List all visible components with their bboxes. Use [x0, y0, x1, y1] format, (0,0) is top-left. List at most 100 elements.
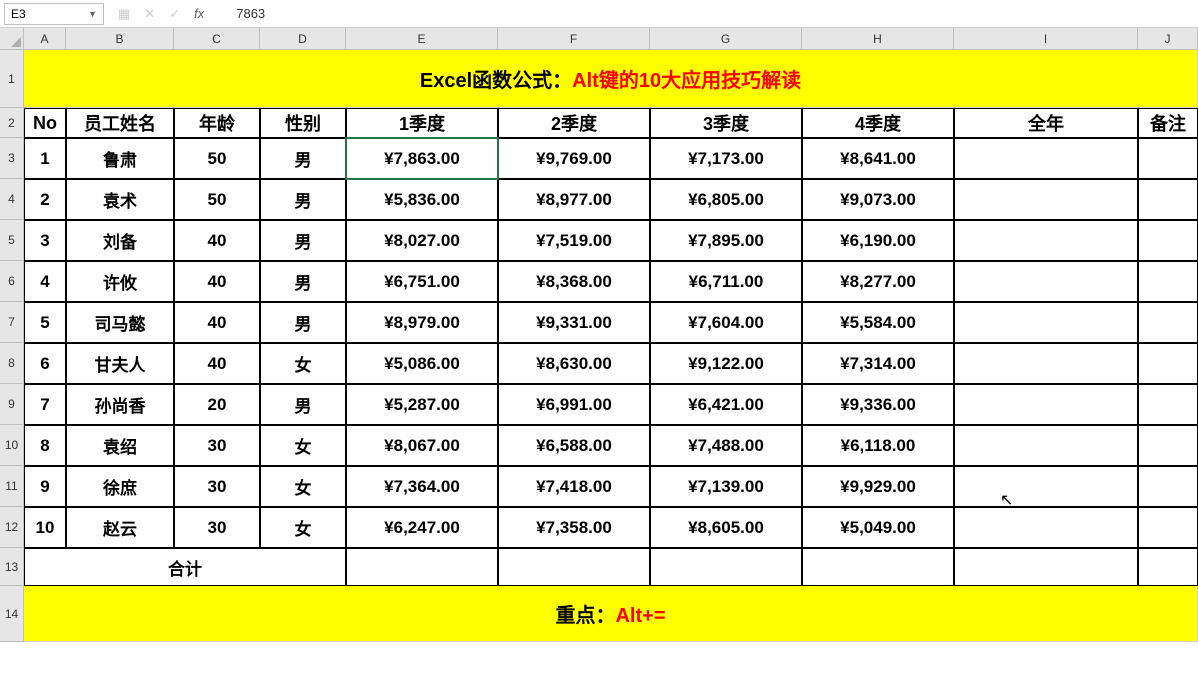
row-header[interactable]: 6	[0, 261, 24, 302]
table-cell[interactable]: 9	[24, 466, 66, 507]
table-header-cell[interactable]: 全年	[954, 108, 1138, 138]
table-cell[interactable]: 10	[24, 507, 66, 548]
table-cell[interactable]: 40	[174, 220, 260, 261]
table-cell[interactable]: ¥6,421.00	[650, 384, 802, 425]
table-cell[interactable]: ¥7,488.00	[650, 425, 802, 466]
table-cell[interactable]: 刘备	[66, 220, 174, 261]
row-header[interactable]: 13	[0, 548, 24, 586]
table-cell[interactable]: ¥6,805.00	[650, 179, 802, 220]
title-banner[interactable]: Excel函数公式：Alt键的10大应用技巧解读	[24, 50, 1198, 108]
table-cell[interactable]	[346, 548, 498, 586]
table-cell[interactable]: ¥7,863.00	[346, 138, 498, 179]
row-header[interactable]: 5	[0, 220, 24, 261]
table-cell[interactable]: 8	[24, 425, 66, 466]
table-cell[interactable]: ¥9,336.00	[802, 384, 954, 425]
column-header[interactable]: I	[954, 28, 1138, 50]
row-header[interactable]: 11	[0, 466, 24, 507]
table-cell[interactable]: 2	[24, 179, 66, 220]
row-header[interactable]: 3	[0, 138, 24, 179]
table-cell[interactable]	[498, 548, 650, 586]
table-cell[interactable]: 40	[174, 343, 260, 384]
column-header[interactable]: H	[802, 28, 954, 50]
table-cell[interactable]: ¥5,836.00	[346, 179, 498, 220]
table-cell[interactable]: ¥5,086.00	[346, 343, 498, 384]
table-cell[interactable]: 1	[24, 138, 66, 179]
table-cell[interactable]: 女	[260, 507, 346, 548]
table-cell[interactable]	[954, 466, 1138, 507]
table-cell[interactable]: 赵云	[66, 507, 174, 548]
row-header[interactable]: 12	[0, 507, 24, 548]
table-cell[interactable]: ¥8,277.00	[802, 261, 954, 302]
table-cell[interactable]: ¥6,751.00	[346, 261, 498, 302]
table-cell[interactable]	[954, 384, 1138, 425]
table-cell[interactable]: ¥5,287.00	[346, 384, 498, 425]
table-cell[interactable]	[954, 425, 1138, 466]
total-label-cell[interactable]: 合计	[24, 548, 346, 586]
table-cell[interactable]: 甘夫人	[66, 343, 174, 384]
column-header[interactable]: B	[66, 28, 174, 50]
table-cell[interactable]	[1138, 343, 1198, 384]
table-cell[interactable]: ¥6,711.00	[650, 261, 802, 302]
table-cell[interactable]: 男	[260, 179, 346, 220]
table-cell[interactable]: 鲁肃	[66, 138, 174, 179]
table-cell[interactable]	[650, 548, 802, 586]
column-header[interactable]: D	[260, 28, 346, 50]
column-header[interactable]: A	[24, 28, 66, 50]
table-header-cell[interactable]: 1季度	[346, 108, 498, 138]
table-cell[interactable]: 许攸	[66, 261, 174, 302]
row-header[interactable]: 9	[0, 384, 24, 425]
table-header-cell[interactable]: 2季度	[498, 108, 650, 138]
dropdown-icon[interactable]: ▦	[118, 6, 130, 22]
table-cell[interactable]	[954, 343, 1138, 384]
table-cell[interactable]: 男	[260, 384, 346, 425]
table-cell[interactable]: 40	[174, 261, 260, 302]
table-cell[interactable]: 3	[24, 220, 66, 261]
table-cell[interactable]: ¥8,979.00	[346, 302, 498, 343]
table-cell[interactable]	[1138, 302, 1198, 343]
table-cell[interactable]	[1138, 425, 1198, 466]
table-cell[interactable]: 男	[260, 220, 346, 261]
table-cell[interactable]	[1138, 179, 1198, 220]
table-cell[interactable]: 40	[174, 302, 260, 343]
column-header[interactable]: G	[650, 28, 802, 50]
table-cell[interactable]: 袁术	[66, 179, 174, 220]
table-cell[interactable]: ¥7,173.00	[650, 138, 802, 179]
table-cell[interactable]: ¥7,139.00	[650, 466, 802, 507]
table-cell[interactable]: ¥7,364.00	[346, 466, 498, 507]
table-cell[interactable]: ¥7,314.00	[802, 343, 954, 384]
table-cell[interactable]	[1138, 384, 1198, 425]
column-header[interactable]: E	[346, 28, 498, 50]
table-cell[interactable]: 男	[260, 138, 346, 179]
table-cell[interactable]	[954, 138, 1138, 179]
table-cell[interactable]: 男	[260, 261, 346, 302]
confirm-icon[interactable]: ✓	[169, 6, 180, 22]
table-cell[interactable]: ¥5,049.00	[802, 507, 954, 548]
row-header[interactable]: 8	[0, 343, 24, 384]
table-cell[interactable]: ¥9,073.00	[802, 179, 954, 220]
table-header-cell[interactable]: 员工姓名	[66, 108, 174, 138]
table-cell[interactable]: ¥8,027.00	[346, 220, 498, 261]
table-cell[interactable]: 30	[174, 507, 260, 548]
table-cell[interactable]: ¥6,247.00	[346, 507, 498, 548]
table-cell[interactable]: 女	[260, 343, 346, 384]
table-cell[interactable]: ¥7,519.00	[498, 220, 650, 261]
table-header-cell[interactable]: No	[24, 108, 66, 138]
table-cell[interactable]: ¥7,418.00	[498, 466, 650, 507]
table-cell[interactable]	[1138, 466, 1198, 507]
select-all-corner[interactable]	[0, 28, 24, 50]
table-cell[interactable]: 司马懿	[66, 302, 174, 343]
table-cell[interactable]	[1138, 138, 1198, 179]
column-header[interactable]: J	[1138, 28, 1198, 50]
table-cell[interactable]: ¥8,630.00	[498, 343, 650, 384]
table-cell[interactable]	[1138, 548, 1198, 586]
name-box[interactable]: E3 ▼	[4, 3, 104, 25]
table-cell[interactable]: ¥7,358.00	[498, 507, 650, 548]
row-header[interactable]: 1	[0, 50, 24, 108]
table-cell[interactable]: ¥6,190.00	[802, 220, 954, 261]
table-cell[interactable]: 4	[24, 261, 66, 302]
table-cell[interactable]: 20	[174, 384, 260, 425]
formula-input[interactable]: 7863	[218, 6, 1198, 21]
column-header[interactable]: F	[498, 28, 650, 50]
table-cell[interactable]: ¥8,067.00	[346, 425, 498, 466]
table-cell[interactable]	[1138, 220, 1198, 261]
